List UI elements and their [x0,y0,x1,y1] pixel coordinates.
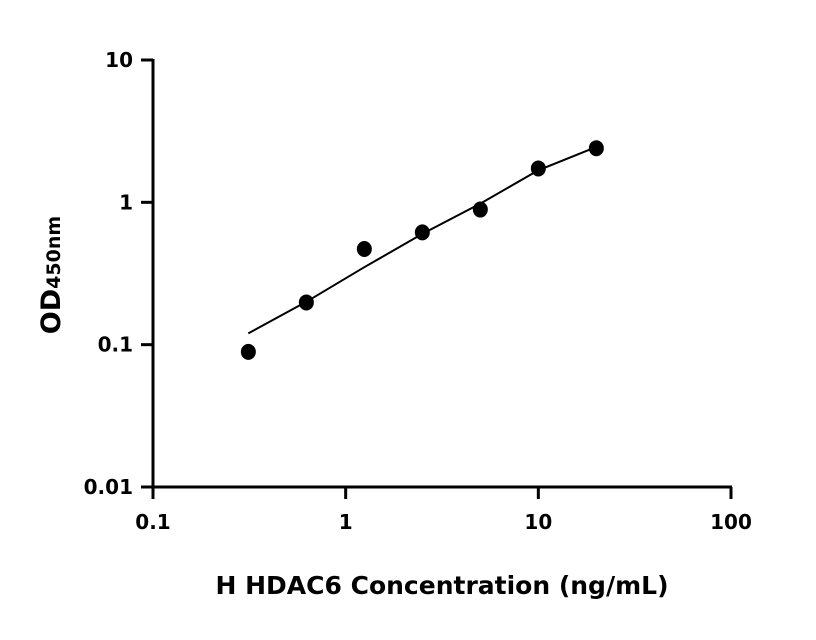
y-axis-label-main: OD [36,289,67,334]
x-tick-label: 100 [710,510,752,534]
data-point [472,201,488,218]
data-point [356,241,372,258]
data-point [298,294,314,311]
data-point [588,140,604,157]
axes [141,58,733,499]
x-tick-label: 0.1 [135,510,170,534]
data-points [240,140,604,360]
data-point [414,224,430,241]
y-tick-label: 0.01 [84,475,133,499]
y-tick-label: 1 [119,190,133,214]
x-tick-label: 1 [339,510,353,534]
x-tick-label: 10 [524,510,552,534]
y-tick-label: 10 [105,48,133,72]
x-axis-label: H HDAC6 Concentration (ng/mL) [216,571,669,600]
y-tick-label: 0.1 [98,333,133,357]
y-axis-label-sub: 450nm [43,216,65,289]
y-axis-label: OD450nm [36,216,67,334]
data-point [530,160,546,177]
data-point [240,343,256,360]
